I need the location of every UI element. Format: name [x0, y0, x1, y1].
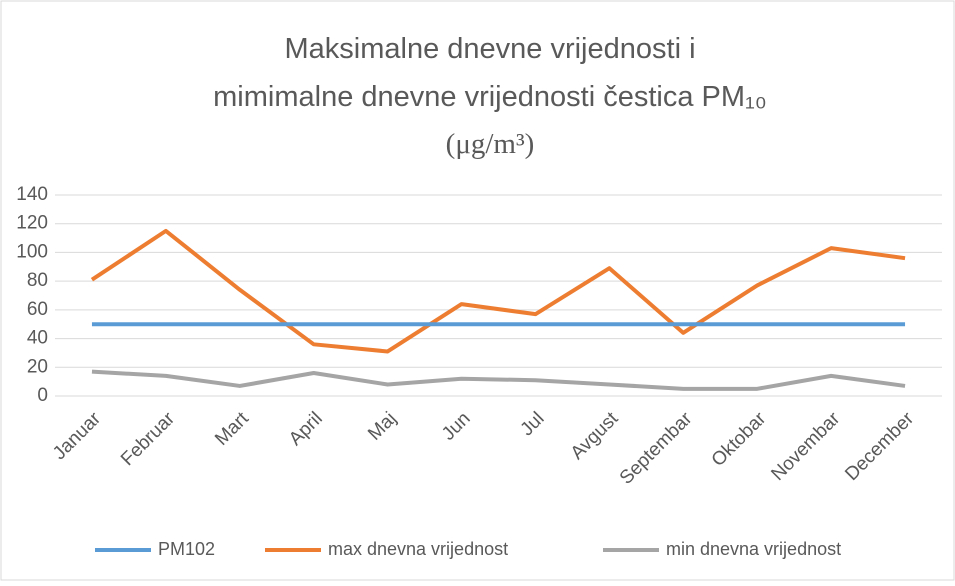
chart-title: Maksimalne dnevne vrijednosti i — [284, 33, 695, 65]
line-series — [90, 228, 906, 354]
line-series — [91, 369, 906, 391]
legend-label: PM102 — [158, 539, 215, 559]
y-tick-label: 80 — [27, 270, 48, 291]
chart-title: (μg/m³) — [446, 128, 535, 160]
chart-title: mimimalne dnevne vrijednosti čestica PM₁… — [213, 81, 767, 113]
y-tick-label: 140 — [16, 184, 48, 205]
y-tick-label: 40 — [27, 328, 48, 349]
y-tick-label: 100 — [16, 241, 48, 262]
y-tick-label: 60 — [27, 299, 48, 320]
y-tick-label: 120 — [16, 213, 48, 234]
legend-label: max dnevna vrijednost — [328, 539, 508, 559]
y-tick-label: 0 — [37, 385, 48, 406]
legend-label: min dnevna vrijednost — [666, 539, 841, 559]
y-tick-label: 20 — [27, 356, 48, 377]
